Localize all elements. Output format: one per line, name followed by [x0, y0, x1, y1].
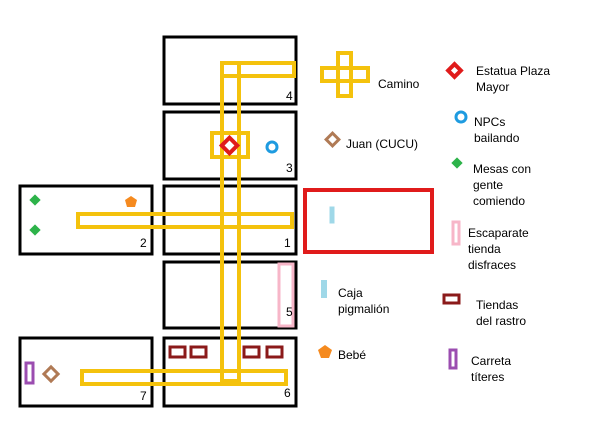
- npc-dancing-icon: [265, 140, 279, 154]
- legend-shopwindow-icon: [451, 220, 461, 246]
- legend-mesas-label: Mesas con gente comiendo: [473, 162, 532, 208]
- legend-statue-icon: [445, 61, 464, 80]
- legend-npcs-label: NPCs bailando: [474, 115, 520, 145]
- room-number-2: 2: [140, 236, 147, 250]
- legend-npc-icon: [454, 110, 468, 124]
- legend-camino-label: Camino: [378, 77, 420, 91]
- stall-icon: [189, 345, 208, 359]
- legend-escaparate-label: Escaparate tienda disfraces: [468, 226, 529, 272]
- stall-icon: [168, 345, 187, 359]
- legend-juan-label: Juan (CUCU): [346, 137, 419, 151]
- legend-tables-icon: [451, 157, 463, 169]
- legend-box-icon: [321, 280, 327, 298]
- stall-icon: [265, 345, 284, 359]
- room-4[interactable]: [162, 35, 298, 106]
- room-2[interactable]: [18, 184, 154, 256]
- statue-icon: [218, 134, 241, 157]
- stall-icon: [242, 345, 261, 359]
- room-number-4: 4: [286, 89, 293, 103]
- path-segment-middle: [76, 212, 294, 229]
- path-plaza-box: [210, 131, 250, 159]
- baby-icon: [125, 196, 137, 207]
- legend-bebe-label: Bebé: [338, 348, 367, 362]
- room-1[interactable]: [162, 184, 298, 256]
- cart-icon: [24, 361, 35, 385]
- juan-icon: [41, 364, 61, 384]
- room-5[interactable]: [162, 260, 298, 330]
- room-number-6: 6: [284, 386, 291, 400]
- legend-carreta-label: Carreta títeres: [471, 354, 512, 384]
- legend-tiendas-label: Tiendas del rastro: [476, 298, 527, 328]
- legend-caja-label: Caja pigmalión: [338, 286, 390, 316]
- legend-cart-icon: [448, 348, 458, 370]
- room-shop-window[interactable]: [303, 188, 434, 254]
- room-number-3: 3: [286, 161, 293, 175]
- legend-stall-icon: [442, 293, 461, 305]
- legend-statue-label: Estatua Plaza Mayor: [476, 64, 551, 94]
- box-icon: [328, 205, 336, 225]
- room-3[interactable]: [162, 110, 298, 181]
- room-number-5: 5: [286, 305, 293, 319]
- room-number-1: 1: [284, 236, 291, 250]
- room-number-7: 7: [140, 389, 147, 403]
- path-segment-bottom: [80, 369, 288, 386]
- legend-camino-icon: [320, 51, 370, 98]
- path-segment-vertical: [220, 61, 241, 383]
- shopwindow-icon: [277, 262, 295, 328]
- legend-baby-icon: [318, 345, 332, 358]
- legend-juan-icon: [324, 131, 341, 148]
